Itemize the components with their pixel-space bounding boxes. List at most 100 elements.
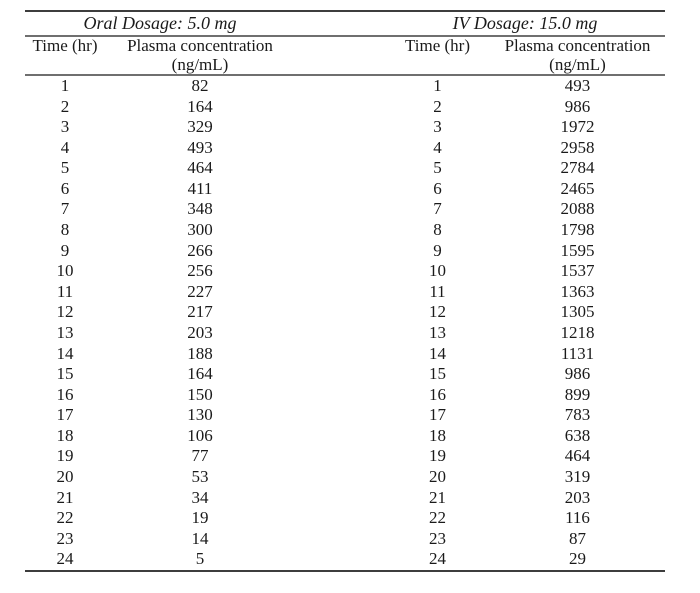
table-row: 11 227 11 1363 (25, 282, 665, 303)
iv-conc-cell: 203 (564, 487, 591, 507)
iv-conc-cell: 1798 (560, 220, 595, 240)
oral-time-cell: 7 (60, 199, 70, 219)
iv-time-cell: 16 (429, 384, 446, 404)
table-row: 7 348 7 2088 (25, 199, 665, 220)
table-row: 13 203 13 1218 (25, 323, 665, 344)
iv-time-cell: 7 (433, 199, 442, 219)
iv-conc-header-label: Plasma concentration (504, 36, 651, 55)
oral-time-cell: 13 (56, 322, 74, 342)
oral-conc-cell: 5 (195, 549, 205, 569)
iv-time-cell: 17 (429, 405, 446, 425)
gap-cell (295, 344, 385, 365)
gap-cell (295, 508, 385, 529)
oral-time-cell: 20 (56, 466, 74, 486)
iv-conc-cell: 986 (564, 96, 591, 116)
table-row: 19 77 19 464 (25, 446, 665, 467)
gap-cell (295, 117, 385, 138)
iv-time-cell: 9 (433, 240, 442, 260)
table-row: 6 411 6 2465 (25, 179, 665, 200)
oral-time-header: Time (hr) (32, 36, 98, 55)
iv-conc-cell: 2088 (560, 199, 595, 219)
oral-time-cell: 11 (56, 281, 74, 301)
oral-time-cell: 12 (56, 302, 74, 322)
iv-conc-cell: 29 (569, 549, 586, 569)
gap-cell (295, 76, 385, 97)
oral-conc-header-label: Plasma concentration (127, 36, 273, 55)
oral-time-cell: 10 (56, 261, 74, 281)
table-row: 12 217 12 1305 (25, 302, 665, 323)
gap-cell (295, 488, 385, 509)
iv-conc-cell: 1595 (560, 240, 595, 260)
oral-conc-cell: 256 (187, 261, 213, 281)
table-row: 20 53 20 319 (25, 467, 665, 488)
gap-cell (295, 97, 385, 118)
table-row: 15 164 15 986 (25, 364, 665, 385)
oral-time-cell: 17 (56, 405, 74, 425)
gap-cell (295, 529, 385, 550)
iv-time-cell: 14 (429, 343, 446, 363)
iv-time-cell: 19 (429, 446, 446, 466)
bottom-rule (25, 569, 665, 572)
oral-conc-cell: 82 (191, 76, 209, 95)
oral-conc-cell: 150 (187, 384, 213, 404)
header-divider-rule (25, 74, 665, 76)
iv-time-cell: 20 (429, 466, 446, 486)
oral-conc-cell: 493 (187, 137, 213, 157)
iv-time-cell: 22 (429, 508, 446, 528)
iv-time-cell: 6 (433, 178, 442, 198)
gap-cell (295, 261, 385, 282)
oral-conc-cell: 34 (191, 487, 209, 507)
gap-cell (295, 199, 385, 220)
oral-conc-cell: 130 (187, 405, 213, 425)
oral-time-cell: 3 (60, 117, 70, 137)
oral-conc-header-units: (ng/mL) (171, 54, 229, 74)
table-row: 24 5 24 29 (25, 549, 665, 570)
iv-conc-cell: 986 (564, 364, 591, 384)
oral-conc-cell: 217 (187, 302, 213, 322)
oral-conc-cell: 188 (187, 343, 213, 363)
iv-time-cell: 1 (433, 76, 442, 95)
oral-conc-cell: 266 (187, 240, 213, 260)
oral-time-cell: 18 (56, 425, 74, 445)
table-row: 3 329 3 1972 (25, 117, 665, 138)
iv-time-cell: 15 (429, 364, 446, 384)
iv-conc-cell: 2784 (560, 158, 595, 178)
oral-conc-header: Plasma concentration (ng/mL) (105, 36, 295, 74)
iv-conc-cell: 464 (564, 446, 591, 466)
iv-time-cell: 4 (433, 137, 442, 157)
oral-conc-cell: 19 (191, 508, 209, 528)
gap-cell (295, 241, 385, 262)
table-row: 1 82 1 493 (25, 76, 665, 97)
gap-cell (295, 220, 385, 241)
oral-conc-cell: 14 (191, 528, 209, 548)
oral-time-cell: 2 (60, 96, 70, 116)
oral-conc-cell: 348 (187, 199, 213, 219)
oral-dosage-title: Oral Dosage: 5.0 mg (83, 13, 237, 33)
gap-cell (295, 549, 385, 570)
iv-time-cell: 24 (429, 549, 446, 569)
oral-conc-cell: 203 (187, 322, 213, 342)
gap-cell (295, 138, 385, 159)
oral-conc-cell: 300 (187, 220, 213, 240)
iv-time-cell: 5 (433, 158, 442, 178)
oral-time-cell: 24 (56, 549, 74, 569)
oral-conc-cell: 329 (187, 117, 213, 137)
oral-conc-cell: 53 (191, 466, 209, 486)
oral-time-cell: 21 (56, 487, 74, 507)
oral-time-cell: 1 (60, 76, 70, 95)
table-row: 23 14 23 87 (25, 529, 665, 550)
oral-time-cell: 6 (60, 178, 70, 198)
gap-cell (295, 282, 385, 303)
gap-cell (295, 158, 385, 179)
iv-conc-cell: 87 (569, 528, 586, 548)
iv-conc-cell: 1363 (560, 281, 595, 301)
table-row: 21 34 21 203 (25, 488, 665, 509)
oral-conc-cell: 164 (187, 96, 213, 116)
iv-conc-cell: 899 (564, 384, 591, 404)
iv-conc-cell: 1218 (560, 322, 595, 342)
gap-cell (295, 364, 385, 385)
gap-cell (295, 446, 385, 467)
iv-time-header: Time (hr) (404, 36, 470, 55)
table-row: 2 164 2 986 (25, 97, 665, 118)
